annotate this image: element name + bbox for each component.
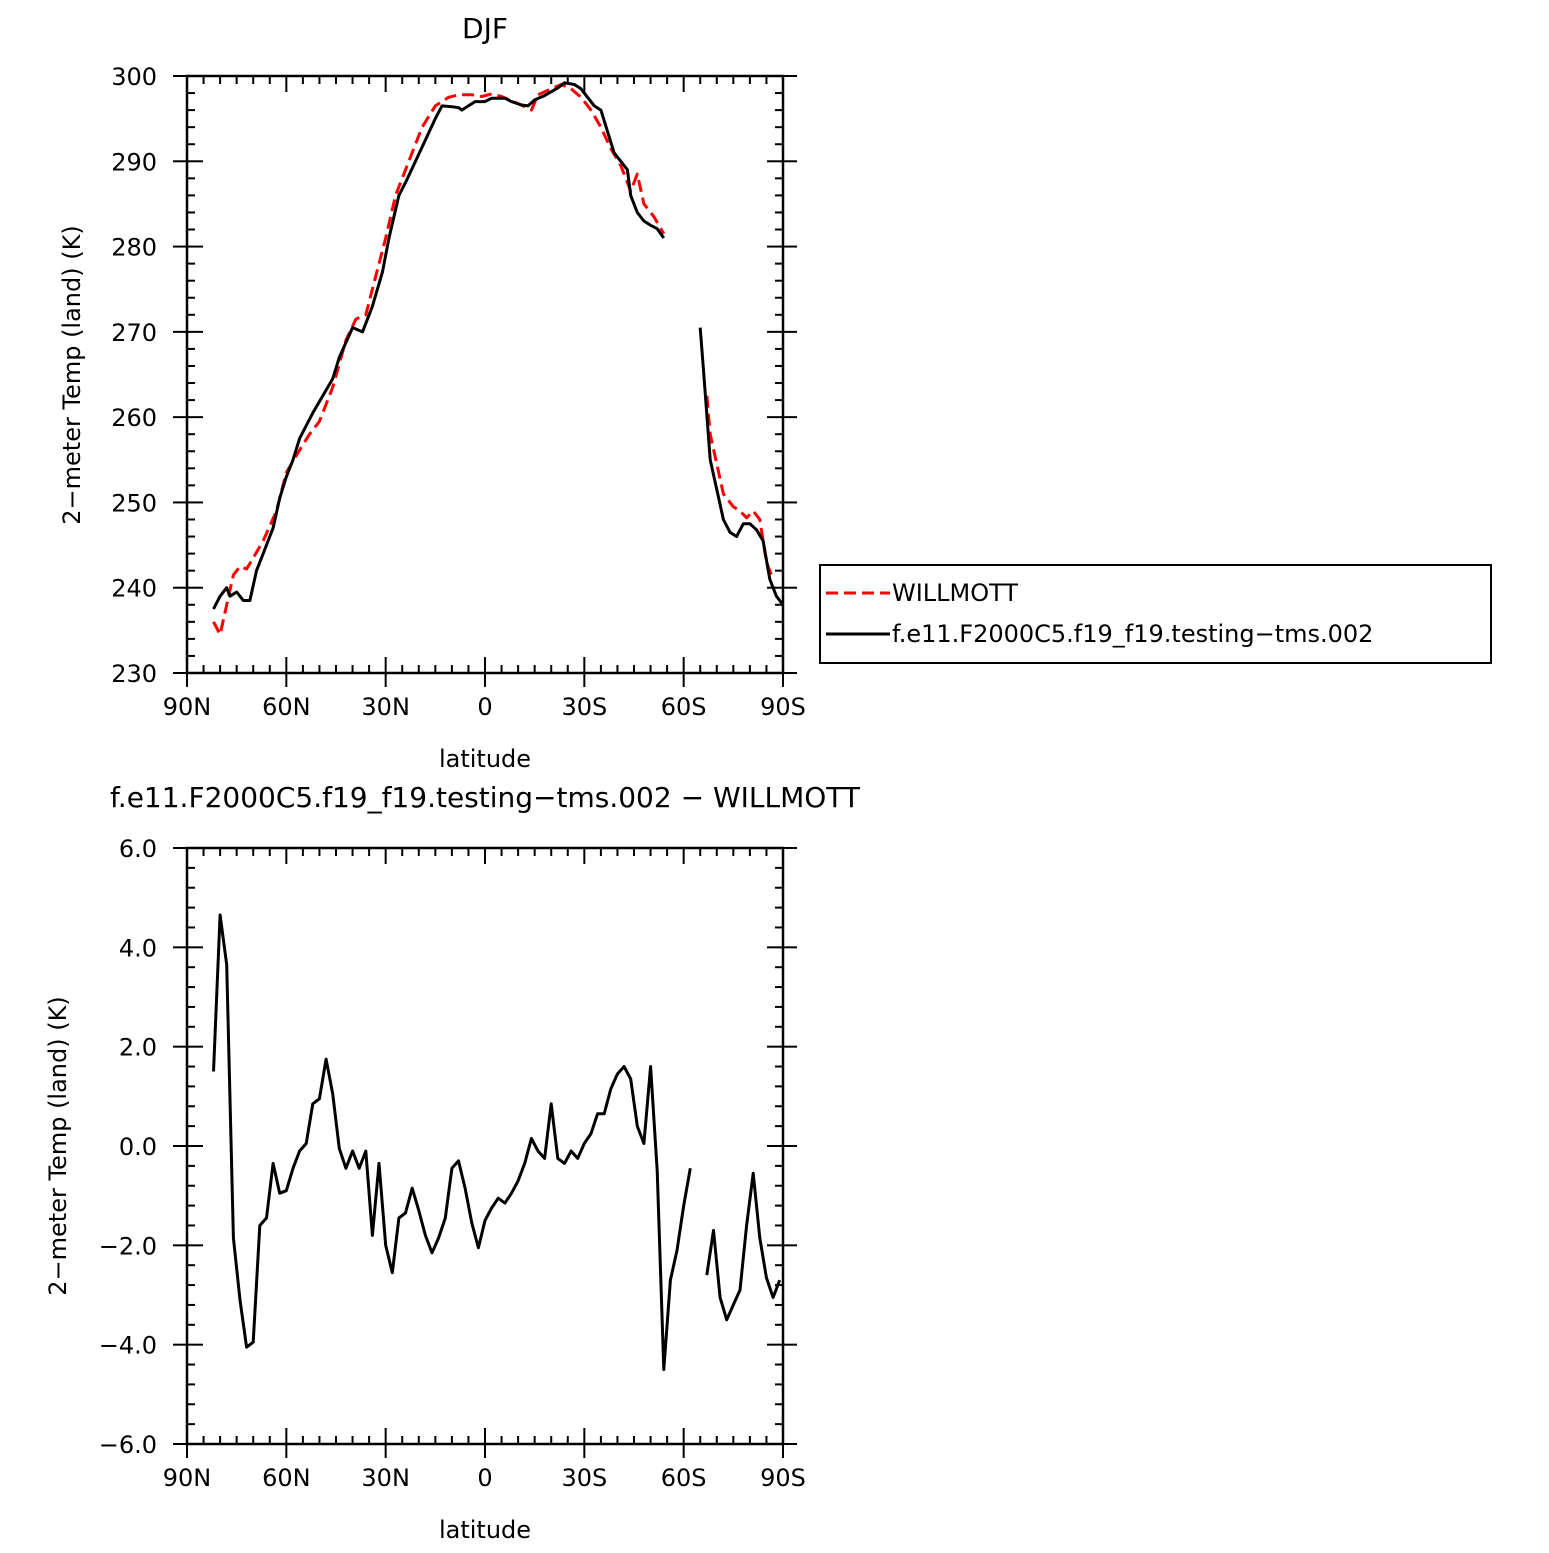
top-chart-series-line-0 <box>212 83 666 637</box>
top-chart-y-axis-label: 2−meter Temp (land) (K) <box>58 225 86 524</box>
top-chart-x-tick-label: 60N <box>262 693 311 721</box>
bottom-chart-x-tick-label: 60N <box>262 1464 311 1492</box>
top-chart-x-tick-label: 90S <box>760 693 806 721</box>
top-chart-y-tick-label: 270 <box>111 319 157 347</box>
top-chart-frame <box>185 74 785 675</box>
top-chart-x-tick-label: 60S <box>661 693 707 721</box>
legend-label-model: f.e11.F2000C5.f19_f19.testing−tms.002 <box>892 620 1373 648</box>
bottom-chart-series-line-0 <box>705 1171 782 1322</box>
top-chart-y-tick-label: 250 <box>111 489 157 517</box>
bottom-chart-series-line-0 <box>212 913 692 1371</box>
bottom-chart-y-tick-label: 0.0 <box>119 1133 157 1161</box>
top-chart-series <box>212 81 785 637</box>
bottom-chart-title: f.e11.F2000C5.f19_f19.testing−tms.002 − … <box>110 781 861 814</box>
top-chart-x-tick-label: 30S <box>561 693 607 721</box>
bottom-chart-y-axis-label: 2−meter Temp (land) (K) <box>44 996 72 1295</box>
top-chart-panel: DJF 90N 60N 30N 0 30S 60S 90S 230 240 250 260 270 28… <box>58 12 806 773</box>
top-chart-y-tick-label: 280 <box>111 234 157 262</box>
bottom-chart-x-tick-label: 0 <box>477 1464 492 1492</box>
top-chart-series-line-1 <box>698 327 785 606</box>
top-chart-y-tick-label: 240 <box>111 575 157 603</box>
top-chart-y-tick-label: 300 <box>111 63 157 91</box>
bottom-chart-y-tick-label: −6.0 <box>99 1431 157 1459</box>
bottom-chart-x-tick-label: 60S <box>661 1464 707 1492</box>
top-chart-x-tick-label: 90N <box>163 693 212 721</box>
bottom-chart-x-tick-label: 30S <box>561 1464 607 1492</box>
chart-legend: WILLMOTT f.e11.F2000C5.f19_f19.testing−t… <box>819 564 1492 664</box>
bottom-chart-y-tick-label: −4.0 <box>99 1332 157 1360</box>
bottom-chart-x-tick-label: 90S <box>760 1464 806 1492</box>
top-chart-y-tick-label: 290 <box>111 148 157 176</box>
top-chart-y-tick-label: 260 <box>111 404 157 432</box>
bottom-chart-y-tick-label: 4.0 <box>119 934 157 962</box>
bottom-chart-y-tick-label: −2.0 <box>99 1232 157 1260</box>
top-chart-x-tick-label: 0 <box>477 693 492 721</box>
legend-label-willmott: WILLMOTT <box>892 579 1018 607</box>
top-chart-series-line-0 <box>705 395 775 580</box>
top-chart-ticks: 90N 60N 30N 0 30S 60S 90S 230 240 250 260 270 280 290… <box>111 63 806 721</box>
bottom-chart-y-tick-label: 6.0 <box>119 835 157 863</box>
top-chart-x-tick-label: 30N <box>361 693 410 721</box>
bottom-chart-frame <box>185 846 785 1446</box>
top-chart-title: DJF <box>462 12 508 45</box>
bottom-chart-x-tick-label: 30N <box>361 1464 410 1492</box>
top-chart-y-tick-label: 230 <box>111 660 157 688</box>
bottom-chart-x-axis-label: latitude <box>439 1516 531 1544</box>
legend-box <box>819 564 1492 664</box>
top-chart-x-axis-label: latitude <box>439 745 531 773</box>
bottom-chart-series <box>212 913 782 1371</box>
top-chart-series-line-1 <box>212 81 666 610</box>
bottom-chart-y-tick-label: 2.0 <box>119 1034 157 1062</box>
bottom-chart-panel: f.e11.F2000C5.f19_f19.testing−tms.002 − … <box>44 781 861 1544</box>
bottom-chart-ticks: 90N 60N 30N 0 30S 60S 90S −6.0 −4.0 −2.0 0.0 2.0 4.0… <box>99 835 806 1492</box>
bottom-chart-x-tick-label: 90N <box>163 1464 212 1492</box>
